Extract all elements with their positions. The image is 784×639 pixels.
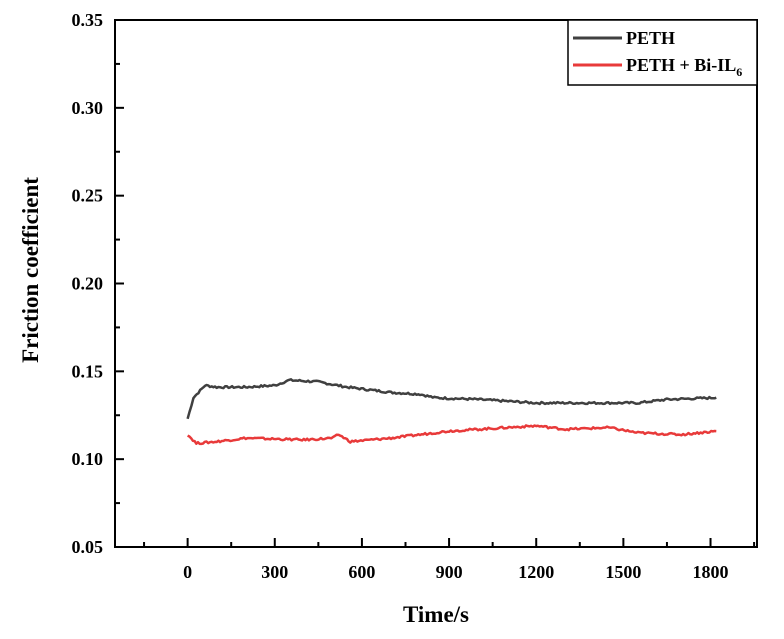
ticks-layer: 0 300 600 900 1200 1500 1800 0.05 0.10 0.15 0.20 0.… — [72, 10, 756, 582]
legend-label-peth: PETH — [626, 28, 675, 48]
y-tick-label: 0.05 — [72, 537, 104, 557]
y-axis-label: Friction coefficient — [18, 177, 43, 363]
series-layer — [186, 378, 717, 446]
x-tick-label: 1800 — [693, 562, 729, 582]
y-tick-label: 0.20 — [72, 274, 104, 294]
x-tick-label: 600 — [348, 562, 375, 582]
legend: PETH PETH + Bi-IL6 — [567, 19, 758, 86]
x-tick-label: 1500 — [605, 562, 641, 582]
x-tick-label: 0 — [183, 562, 192, 582]
x-tick-label: 1200 — [518, 562, 554, 582]
legend-label-subscript: 6 — [736, 65, 742, 79]
x-tick-label: 300 — [261, 562, 288, 582]
legend-label-peth-bi-il6: PETH + Bi-IL6 — [626, 55, 742, 79]
plot-frame — [114, 19, 758, 548]
y-tick-label: 0.25 — [72, 186, 104, 206]
legend-label-main: PETH + Bi-IL — [626, 55, 736, 75]
y-tick-label: 0.30 — [72, 98, 104, 118]
x-tick-label: 900 — [436, 562, 463, 582]
y-tick-label: 0.10 — [72, 449, 104, 469]
y-tick-label: 0.35 — [72, 10, 104, 30]
series-line-peth — [186, 378, 717, 420]
legend-box — [567, 19, 758, 86]
x-axis-label: Time/s — [403, 602, 469, 627]
series-line-peth-bi-il6 — [187, 424, 717, 446]
y-tick-label: 0.15 — [72, 361, 104, 381]
